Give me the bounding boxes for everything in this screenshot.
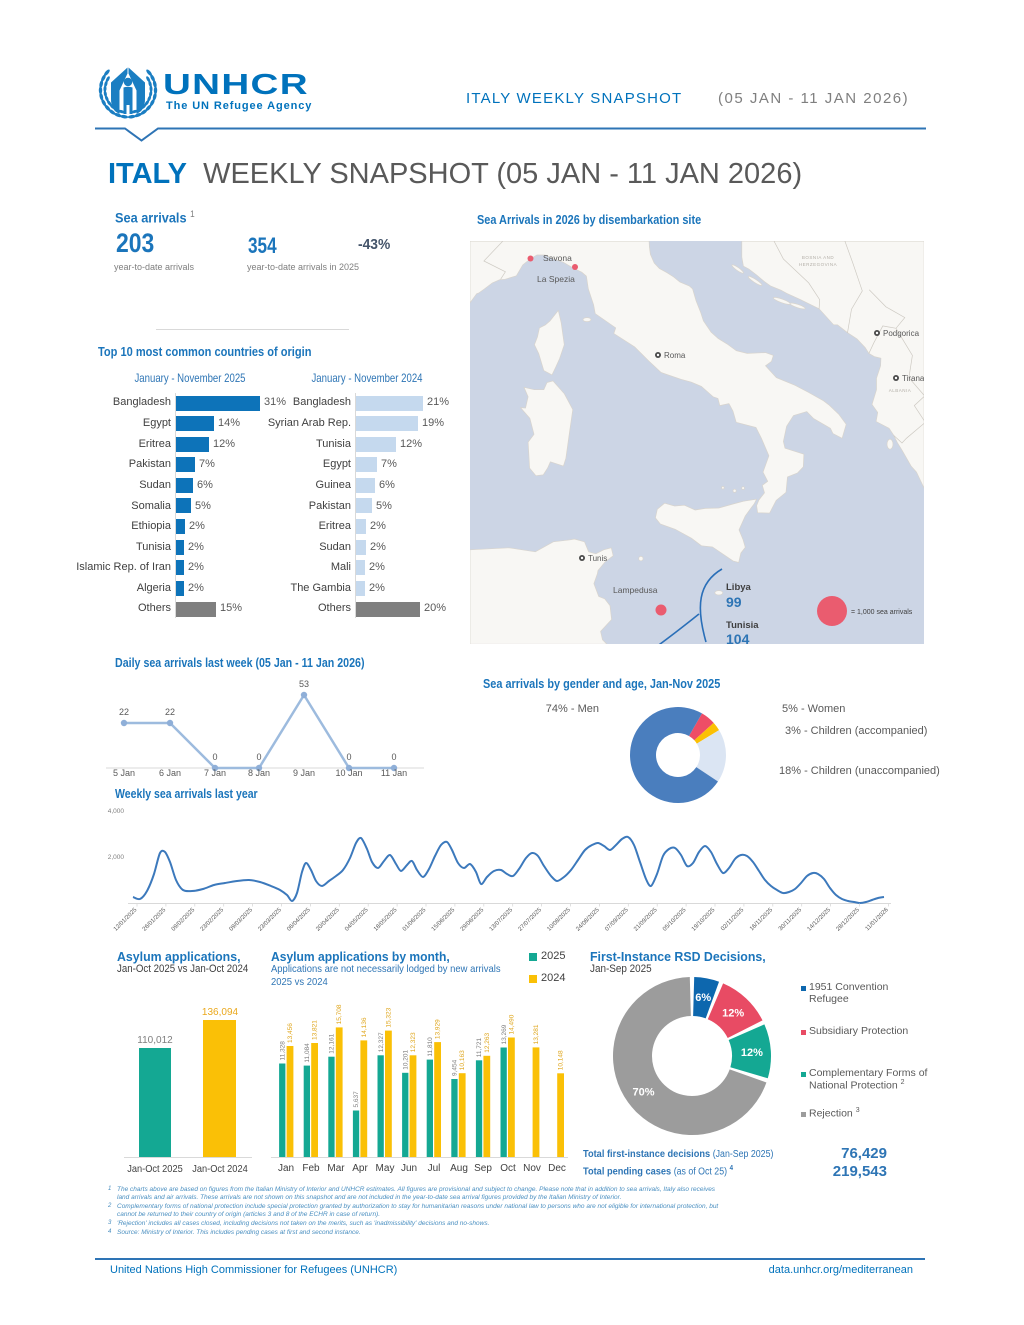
svg-text:12,323: 12,323 (410, 1032, 417, 1052)
svg-text:11,810: 11,810 (427, 1037, 434, 1057)
svg-text:05/10/2025: 05/10/2025 (662, 907, 688, 933)
svg-text:13,269: 13,269 (501, 1024, 508, 1044)
svg-text:15/06/2025: 15/06/2025 (431, 907, 457, 933)
svg-text:26/01/2025: 26/01/2025 (142, 907, 168, 933)
svg-text:0: 0 (391, 752, 396, 762)
svg-text:Libya: Libya (726, 582, 752, 593)
svg-text:12,327: 12,327 (378, 1032, 385, 1052)
svg-text:13,821: 13,821 (312, 1020, 319, 1040)
svg-text:11,721: 11,721 (476, 1038, 483, 1058)
svg-text:28/12/2025: 28/12/2025 (835, 907, 861, 933)
svg-text:14,490: 14,490 (508, 1014, 515, 1034)
svg-text:10/08/2025: 10/08/2025 (546, 907, 572, 933)
svg-text:16/11/2025: 16/11/2025 (749, 907, 775, 933)
svg-text:Lampedusa: Lampedusa (613, 585, 658, 595)
svg-text:10 Jan: 10 Jan (335, 768, 362, 778)
svg-text:Podgorica: Podgorica (883, 329, 920, 338)
svg-text:14/12/2025: 14/12/2025 (807, 907, 833, 933)
svg-text:2,000: 2,000 (108, 854, 125, 861)
svg-text:53: 53 (299, 679, 309, 689)
svg-text:5,637: 5,637 (353, 1091, 360, 1108)
svg-text:99: 99 (726, 594, 742, 610)
svg-text:22: 22 (165, 707, 175, 717)
svg-text:24/08/2025: 24/08/2025 (575, 907, 601, 933)
svg-text:0: 0 (346, 752, 351, 762)
svg-text:11 Jan: 11 Jan (381, 768, 407, 778)
svg-text:12,263: 12,263 (484, 1033, 491, 1053)
svg-text:19/10/2025: 19/10/2025 (691, 907, 717, 933)
svg-text:06/04/2025: 06/04/2025 (286, 907, 312, 933)
svg-text:14,136: 14,136 (361, 1017, 368, 1037)
svg-text:11,084: 11,084 (304, 1043, 311, 1063)
svg-text:= 1,000 sea arrivals: = 1,000 sea arrivals (851, 609, 913, 616)
svg-text:5 Jan: 5 Jan (113, 768, 135, 778)
svg-text:0: 0 (256, 752, 261, 762)
svg-text:7 Jan: 7 Jan (204, 768, 226, 778)
svg-text:9 Jan: 9 Jan (293, 768, 315, 778)
svg-text:70%: 70% (632, 1086, 654, 1098)
svg-text:12,161: 12,161 (329, 1033, 336, 1053)
svg-text:Tunis: Tunis (588, 554, 607, 563)
svg-text:12%: 12% (741, 1047, 763, 1059)
svg-text:11,328: 11,328 (279, 1041, 286, 1061)
svg-text:13/07/2025: 13/07/2025 (489, 907, 515, 933)
svg-text:23/03/2025: 23/03/2025 (257, 907, 283, 933)
svg-text:07/09/2025: 07/09/2025 (604, 907, 630, 933)
svg-text:21/09/2025: 21/09/2025 (633, 907, 659, 933)
svg-text:13,456: 13,456 (287, 1023, 294, 1043)
svg-text:13,281: 13,281 (533, 1024, 540, 1044)
svg-text:18/05/2025: 18/05/2025 (373, 907, 399, 933)
svg-text:23/02/2025: 23/02/2025 (200, 907, 226, 933)
svg-text:4,000: 4,000 (108, 808, 125, 815)
svg-text:9,454: 9,454 (452, 1059, 459, 1076)
svg-text:15,323: 15,323 (385, 1007, 392, 1027)
svg-text:15,708: 15,708 (336, 1004, 343, 1024)
svg-text:12%: 12% (722, 1007, 744, 1019)
svg-text:Savona: Savona (543, 253, 572, 263)
svg-text:6 Jan: 6 Jan (159, 768, 181, 778)
svg-text:104: 104 (726, 631, 750, 644)
svg-text:01/06/2025: 01/06/2025 (402, 907, 428, 933)
svg-text:8 Jan: 8 Jan (248, 768, 270, 778)
svg-text:0: 0 (212, 752, 217, 762)
svg-text:09/03/2025: 09/03/2025 (229, 907, 255, 933)
svg-text:09/02/2025: 09/02/2025 (171, 907, 197, 933)
svg-text:10,201: 10,201 (402, 1050, 409, 1070)
svg-text:10,148: 10,148 (558, 1050, 565, 1070)
svg-text:Tirana: Tirana (902, 374, 924, 383)
svg-text:27/07/2025: 27/07/2025 (518, 907, 544, 933)
svg-text:Roma: Roma (664, 351, 686, 360)
svg-text:22: 22 (119, 707, 129, 717)
svg-text:30/11/2025: 30/11/2025 (778, 907, 804, 933)
svg-text:La Spezia: La Spezia (537, 274, 575, 284)
svg-text:10,163: 10,163 (459, 1050, 466, 1070)
svg-text:02/11/2025: 02/11/2025 (720, 907, 746, 933)
svg-text:13,929: 13,929 (435, 1019, 442, 1039)
svg-text:20/04/2025: 20/04/2025 (315, 907, 341, 933)
svg-text:ALBANIA: ALBANIA (889, 388, 912, 393)
svg-text:04/05/2025: 04/05/2025 (344, 907, 370, 933)
svg-text:6%: 6% (695, 992, 711, 1004)
svg-text:12/01/2025: 12/01/2025 (113, 907, 139, 933)
svg-text:BOSNIA AND: BOSNIA AND (802, 255, 835, 260)
svg-text:Tunisia: Tunisia (726, 620, 759, 631)
svg-text:29/06/2025: 29/06/2025 (460, 907, 486, 933)
svg-text:11/01/2026: 11/01/2026 (865, 907, 891, 933)
svg-text:HERZEGOVINA: HERZEGOVINA (799, 262, 837, 267)
